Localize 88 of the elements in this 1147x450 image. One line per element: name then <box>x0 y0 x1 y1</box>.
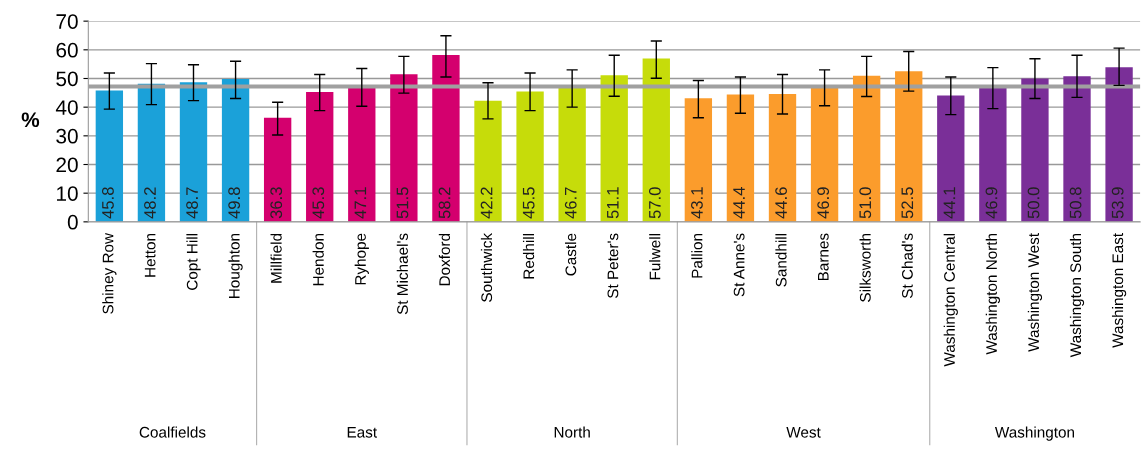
x-tick-label: Hetton <box>144 233 156 277</box>
data-label: 48.2 <box>144 187 156 219</box>
data-label: 52.5 <box>901 187 914 219</box>
data-label: 57.0 <box>648 187 661 219</box>
bar <box>684 98 713 222</box>
bar <box>263 117 292 222</box>
x-tick-label: Ryhope <box>354 233 369 285</box>
x-tick-label: St Peter's <box>607 233 619 299</box>
x-tick-label: Shiney Row <box>102 232 117 314</box>
y-tick-label: 60 <box>56 42 78 58</box>
bar <box>1063 76 1091 222</box>
x-tick-label: Castle <box>565 233 577 276</box>
y-axis-title: % <box>21 112 40 128</box>
data-label: 58.2 <box>438 187 451 219</box>
bar <box>1021 78 1049 222</box>
x-tick-label: Hendon <box>312 233 324 286</box>
data-label: 44.4 <box>733 187 745 219</box>
x-tick-label: Washington East <box>1111 233 1127 348</box>
bar <box>432 54 460 222</box>
x-tick-label: Fulwell <box>649 233 661 280</box>
data-label: 48.7 <box>186 187 198 219</box>
data-label: 50.0 <box>1027 187 1040 219</box>
x-tick-label: Houghton <box>228 233 243 298</box>
data-label: 44.1 <box>943 187 956 219</box>
text: Washington <box>994 426 1074 441</box>
x-tick-label: Barnes <box>818 233 829 281</box>
x-tick-label: Silksworth <box>859 233 871 302</box>
x-tick-label: Millfield <box>270 233 282 283</box>
x-tick-label: Washington South <box>1069 233 1085 358</box>
bar <box>516 91 544 222</box>
text: East <box>347 427 377 438</box>
y-tick-label: 20 <box>56 157 78 173</box>
x-tick-label: St Chad's <box>901 233 913 299</box>
data-label: 43.1 <box>691 187 703 219</box>
x-tick-label: St Anne's <box>733 233 745 297</box>
data-label: 42.2 <box>480 187 493 219</box>
bar <box>348 86 376 222</box>
text: North <box>554 426 590 438</box>
bar <box>979 87 1007 222</box>
bar <box>642 58 670 222</box>
bar <box>474 100 502 222</box>
x-tick-label: Washington North <box>985 233 1000 355</box>
text: West <box>786 427 821 438</box>
x-tick-label: Washington Central <box>943 233 958 367</box>
bar <box>895 71 923 222</box>
y-tick-label: 40 <box>55 100 78 115</box>
text: Coalfields <box>139 426 206 438</box>
y-tick-label: 0 <box>67 214 78 230</box>
data-label: 46.9 <box>817 187 830 219</box>
data-label: 36.3 <box>270 187 283 219</box>
data-label: 50.8 <box>1069 187 1082 219</box>
y-tick-label: 30 <box>56 128 78 144</box>
bar <box>558 87 586 222</box>
bar <box>768 93 797 222</box>
x-tick-label: Washington West <box>1027 233 1043 352</box>
x-tick-label: Doxford <box>438 233 451 286</box>
data-label: 45.8 <box>102 187 114 219</box>
y-tick-label: 50 <box>56 71 78 87</box>
x-tick-label: Southwick <box>480 232 493 302</box>
data-label: 45.3 <box>312 187 325 219</box>
bar <box>810 87 839 222</box>
data-label: 51.1 <box>607 187 619 219</box>
y-tick-label: 10 <box>57 186 78 201</box>
bar <box>1105 67 1133 222</box>
data-label: 45.5 <box>522 187 535 219</box>
bar <box>95 90 124 222</box>
bar <box>390 74 418 222</box>
data-label: 51.0 <box>859 187 872 219</box>
data-label: 51.5 <box>396 187 409 219</box>
data-label: 49.8 <box>228 187 241 219</box>
data-label: 44.6 <box>775 187 787 219</box>
bar <box>179 82 208 222</box>
data-label: 47.1 <box>354 187 367 219</box>
x-tick-label: Redhill <box>522 233 535 279</box>
bar <box>937 95 965 222</box>
data-label: 46.9 <box>985 187 998 219</box>
data-label: 53.9 <box>1111 187 1124 219</box>
x-tick-label: Pallion <box>691 233 703 278</box>
bar <box>306 91 334 222</box>
bar <box>726 94 755 222</box>
bar <box>852 75 881 222</box>
bar <box>600 75 628 222</box>
x-tick-label: Sandhill <box>775 233 787 287</box>
x-tick-label: St Michael's <box>396 233 408 315</box>
y-tick-label: 70 <box>56 14 78 29</box>
bar <box>221 79 250 222</box>
data-label: 46.7 <box>564 187 577 219</box>
x-tick-label: Copt Hill <box>186 233 201 290</box>
